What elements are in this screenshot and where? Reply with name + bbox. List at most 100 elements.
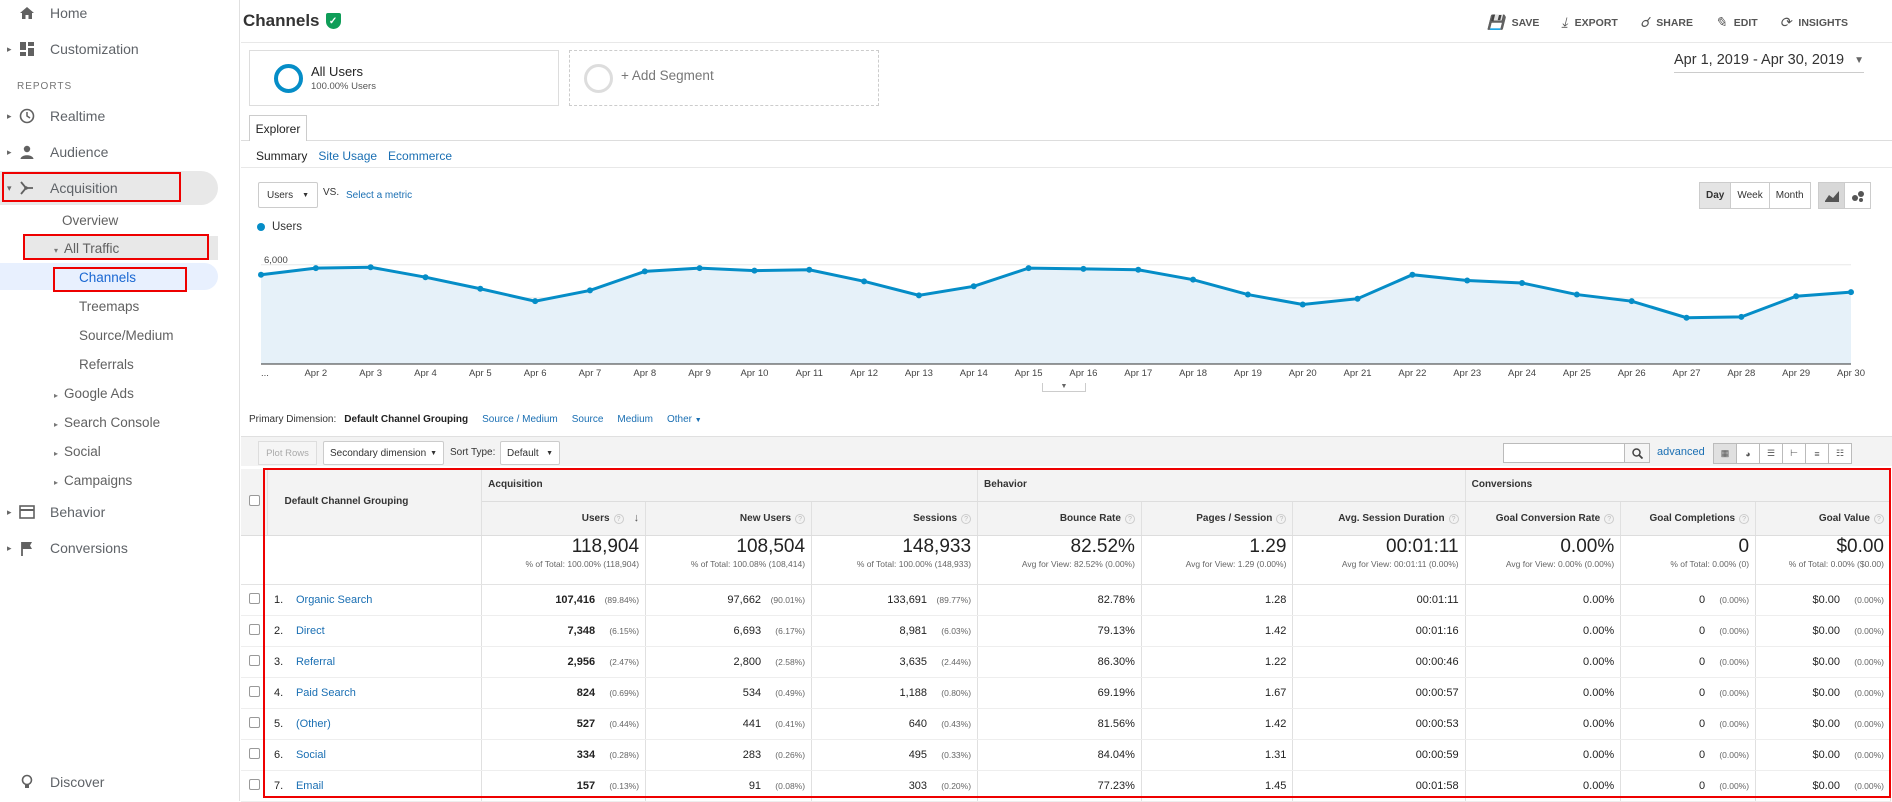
collapse-graph-toggle[interactable]: ▼ — [1042, 383, 1086, 392]
help-icon[interactable]: ? — [1448, 513, 1459, 524]
term-cloud-view-icon[interactable]: ≡ — [1805, 443, 1829, 464]
data-point[interactable] — [1464, 277, 1471, 284]
data-point[interactable] — [477, 285, 484, 292]
data-table-view-icon[interactable]: ▦ — [1713, 443, 1737, 464]
dimension-source-medium[interactable]: Source / Medium — [482, 414, 558, 425]
help-icon[interactable]: ? — [613, 514, 624, 524]
row-checkbox[interactable] — [248, 623, 260, 635]
data-point[interactable] — [970, 283, 977, 290]
pie-view-icon[interactable]: ◕ — [1736, 443, 1760, 464]
data-point[interactable] — [1738, 313, 1745, 320]
users-column-header[interactable]: Users? ↓ — [481, 501, 647, 536]
channel-link[interactable]: Email — [295, 779, 324, 792]
sidebar-item-treemaps[interactable]: Treemaps — [79, 299, 139, 314]
new-users-column-header[interactable]: New Users? — [645, 501, 813, 536]
data-point[interactable] — [367, 264, 374, 271]
row-checkbox[interactable] — [248, 592, 260, 604]
help-icon[interactable]: ? — [1276, 513, 1287, 524]
dimension-header[interactable]: Default Channel Grouping — [267, 469, 483, 536]
sidebar-item-all-traffic[interactable]: ▾ All Traffic — [54, 241, 119, 256]
sidebar-item-google-ads[interactable]: ▸ Google Ads — [54, 386, 134, 401]
comparison-view-icon[interactable]: ⊢ — [1782, 443, 1806, 464]
insights-button[interactable]: ⟳ INSIGHTS — [1780, 14, 1848, 31]
metric-dropdown[interactable]: Users ▼ — [258, 182, 318, 208]
secondary-dimension-dropdown[interactable]: Secondary dimension ▼ — [323, 441, 444, 465]
save-button[interactable]: 💾 SAVE — [1487, 14, 1539, 31]
share-button[interactable]: ☌ SHARE — [1640, 14, 1693, 31]
row-checkbox[interactable] — [248, 685, 260, 697]
sidebar-item-referrals[interactable]: Referrals — [79, 357, 134, 372]
sidebar-item-campaigns[interactable]: ▸ Campaigns — [54, 473, 132, 488]
data-point[interactable] — [1135, 266, 1142, 273]
dimension-other[interactable]: Other ▼ — [667, 414, 702, 425]
edit-button[interactable]: ✎ EDIT — [1715, 14, 1758, 31]
data-point[interactable] — [1683, 314, 1690, 321]
sidebar-item-source-medium[interactable]: Source/Medium — [79, 328, 174, 343]
data-point[interactable] — [1299, 301, 1306, 308]
data-point[interactable] — [1409, 271, 1416, 278]
data-point[interactable] — [861, 278, 868, 285]
channel-link[interactable]: (Other) — [295, 717, 331, 730]
plot-rows-button[interactable]: Plot Rows — [258, 441, 317, 465]
data-point[interactable] — [1848, 289, 1854, 296]
data-point[interactable] — [1519, 279, 1526, 286]
data-point[interactable] — [422, 274, 429, 281]
data-point[interactable] — [586, 287, 593, 294]
data-point[interactable] — [258, 271, 264, 278]
date-range-picker[interactable]: Apr 1, 2019 - Apr 30, 2019 ▼ — [1674, 52, 1864, 73]
data-point[interactable] — [641, 268, 648, 275]
sidebar-item-social[interactable]: ▸ Social — [54, 444, 101, 459]
data-point[interactable] — [1244, 291, 1251, 298]
bounce-rate-column-header[interactable]: Bounce Rate? — [977, 501, 1142, 536]
table-search-input[interactable] — [1503, 443, 1625, 463]
line-chart-icon[interactable] — [1818, 182, 1845, 209]
segment-all-users[interactable]: All Users 100.00% Users — [249, 50, 559, 106]
dimension-medium[interactable]: Medium — [617, 414, 653, 425]
motion-chart-icon[interactable] — [1844, 182, 1871, 209]
day-button[interactable]: Day — [1699, 182, 1732, 209]
sort-type-dropdown[interactable]: Default ▼ — [500, 441, 560, 465]
tab-explorer[interactable]: Explorer — [249, 115, 307, 141]
data-point[interactable] — [751, 267, 758, 274]
subtab-summary[interactable]: Summary — [256, 149, 308, 163]
search-icon[interactable] — [1624, 443, 1650, 463]
avg-session-duration-column-header[interactable]: Avg. Session Duration? — [1292, 501, 1466, 536]
data-point[interactable] — [1628, 298, 1635, 305]
help-icon[interactable]: ? — [1604, 513, 1615, 524]
data-point[interactable] — [1080, 265, 1087, 272]
data-point[interactable] — [806, 266, 813, 273]
row-checkbox[interactable] — [248, 716, 260, 728]
add-segment-button[interactable]: + Add Segment — [569, 50, 879, 106]
data-point[interactable] — [1573, 291, 1580, 298]
pages-per-session-column-header[interactable]: Pages / Session? — [1141, 501, 1294, 536]
channel-link[interactable]: Social — [295, 748, 326, 761]
help-icon[interactable]: ? — [795, 513, 806, 524]
data-point[interactable] — [1354, 295, 1361, 302]
week-button[interactable]: Week — [1730, 182, 1770, 209]
select-all-checkbox[interactable] — [248, 494, 260, 506]
dimension-source[interactable]: Source — [571, 414, 604, 425]
export-button[interactable]: ⤓ EXPORT — [1561, 14, 1617, 31]
advanced-filter-link[interactable]: advanced — [1657, 446, 1705, 458]
channel-link[interactable]: Organic Search — [295, 593, 373, 606]
help-icon[interactable]: ? — [1739, 513, 1750, 524]
data-point[interactable] — [532, 298, 539, 305]
select-metric-link[interactable]: Select a metric — [346, 190, 413, 201]
channel-link[interactable]: Referral — [295, 655, 336, 668]
row-checkbox[interactable] — [248, 654, 260, 666]
performance-view-icon[interactable]: ☰ — [1759, 443, 1783, 464]
data-point[interactable] — [312, 265, 319, 272]
subtab-site-usage[interactable]: Site Usage — [318, 149, 378, 163]
help-icon[interactable]: ? — [1124, 513, 1135, 524]
channel-link[interactable]: Paid Search — [295, 686, 356, 699]
goal-conversion-rate-column-header[interactable]: Goal Conversion Rate? — [1465, 501, 1622, 536]
channel-link[interactable]: Direct — [295, 624, 325, 637]
pivot-view-icon[interactable]: ☷ — [1828, 443, 1852, 464]
goal-completions-column-header[interactable]: Goal Completions? — [1620, 501, 1757, 536]
data-point[interactable] — [1190, 276, 1197, 283]
sidebar-item-channels[interactable]: Channels — [79, 270, 136, 285]
sort-descending-arrow-icon[interactable]: ↓ — [633, 512, 640, 524]
data-point[interactable] — [915, 292, 922, 299]
goal-value-column-header[interactable]: Goal Value? — [1755, 501, 1891, 536]
sessions-column-header[interactable]: Sessions? — [811, 501, 979, 536]
